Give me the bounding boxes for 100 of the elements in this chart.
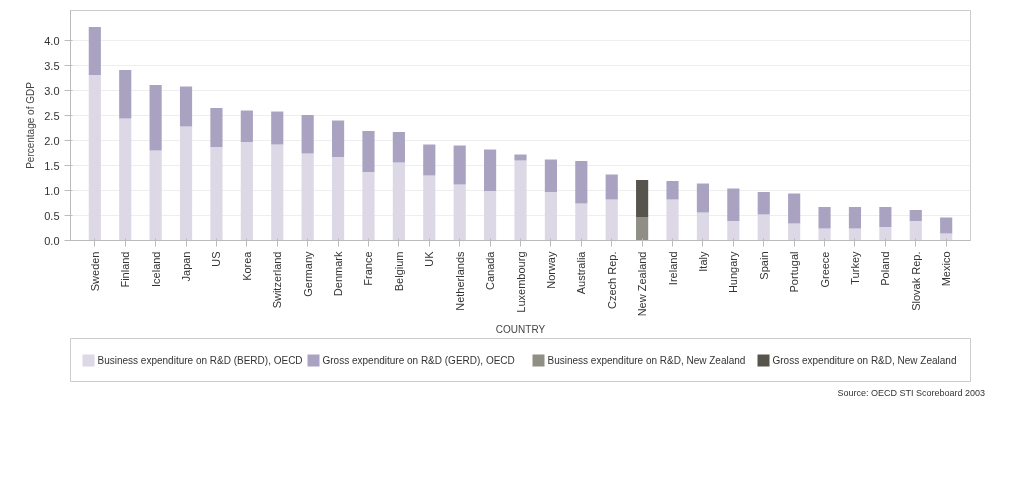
bar	[666, 181, 679, 200]
bar	[149, 150, 162, 241]
y-tick-label: 0.5	[44, 209, 60, 222]
bar	[271, 111, 284, 145]
bar	[119, 118, 132, 241]
y-tick-label: 0.0	[44, 234, 60, 247]
bar	[362, 131, 375, 172]
bar	[453, 184, 466, 241]
bar	[788, 193, 801, 224]
x-tick-label: Japan	[180, 251, 193, 282]
y-tick-label: 2.0	[44, 134, 60, 147]
x-tick-label: Turkey	[848, 251, 861, 285]
x-tick-label: Slovak Rep.	[909, 251, 922, 311]
bar	[423, 175, 436, 241]
y-tick-label: 4.0	[44, 34, 60, 47]
bar	[666, 199, 679, 241]
bar	[331, 120, 345, 157]
y-tick-label: 1.0	[44, 184, 60, 197]
x-tick-label: New Zealand	[636, 251, 649, 317]
x-tick-label: Greece	[818, 251, 831, 288]
x-axis-title: COUNTRY	[495, 324, 546, 336]
x-tick-label: Ireland	[666, 251, 679, 286]
legend-label: Business expenditure on R&D (BERD), OECD	[97, 355, 303, 366]
x-tick-label: Australia	[575, 250, 588, 295]
x-tick-label: Denmark	[332, 251, 345, 297]
x-tick-label: Norway	[544, 251, 557, 289]
bar	[301, 153, 314, 241]
x-tick-label: Korea	[240, 250, 253, 281]
bar	[879, 207, 892, 227]
x-tick-label: Iceland	[149, 251, 162, 287]
bar	[179, 86, 193, 127]
bar	[240, 142, 253, 241]
x-tick-label: Belgium	[392, 251, 405, 292]
bar	[575, 161, 588, 204]
bar	[788, 223, 801, 241]
y-axis-title: Percentage of GDP	[25, 81, 37, 169]
bar	[636, 217, 649, 241]
bar	[210, 108, 223, 147]
bar	[271, 144, 284, 241]
bar	[88, 75, 101, 241]
bar	[879, 227, 892, 241]
x-tick-label: Poland	[879, 251, 892, 286]
bar	[757, 192, 770, 215]
bar	[514, 160, 527, 241]
bar	[392, 132, 405, 163]
legend-label: Gross expenditure on R&D (GERD), OECD	[322, 355, 515, 366]
bar	[544, 192, 557, 241]
bar	[392, 162, 405, 241]
x-tick-label: Hungary	[727, 251, 740, 294]
x-tick-label: Mexico	[940, 251, 953, 287]
bar	[818, 228, 831, 241]
bar	[940, 217, 953, 234]
bar	[848, 207, 862, 229]
bar	[727, 221, 740, 241]
bar	[210, 147, 223, 241]
x-tick-label: Luxembourg	[514, 251, 527, 313]
bar	[484, 149, 497, 191]
bar	[453, 145, 466, 185]
x-tick-label: France	[362, 251, 375, 286]
bar	[119, 70, 132, 119]
bar	[575, 203, 588, 241]
x-tick-label: Portugal	[788, 251, 801, 293]
x-tick-label: Spain	[757, 251, 770, 280]
x-tick-label: Switzerland	[271, 251, 284, 309]
x-tick-label: UK	[423, 250, 436, 267]
legend-label: Gross expenditure on R&D, New Zealand	[772, 355, 957, 366]
y-tick-label: 2.5	[44, 109, 60, 122]
x-tick-label: Finland	[119, 251, 132, 288]
bar	[301, 115, 314, 154]
bar	[240, 110, 253, 142]
bar	[149, 85, 162, 151]
bar	[727, 188, 740, 221]
x-tick-label: Czech Rep.	[605, 251, 618, 309]
bar	[848, 228, 862, 241]
bar	[696, 212, 710, 241]
bar	[484, 191, 497, 241]
bar	[757, 214, 770, 241]
x-tick-label: Netherlands	[453, 251, 466, 311]
y-tick-label: 3.0	[44, 84, 60, 97]
x-tick-label: Sweden	[88, 251, 101, 292]
bar	[514, 154, 527, 161]
x-tick-label: US	[210, 251, 223, 267]
legend-label: Business expenditure on R&D, New Zealand	[547, 355, 746, 366]
bar	[636, 180, 649, 218]
bar	[909, 210, 922, 221]
x-tick-label: Italy	[696, 251, 709, 272]
y-tick-label: 3.5	[44, 59, 60, 72]
bar	[88, 27, 101, 75]
bar	[362, 172, 375, 241]
bar	[423, 144, 436, 176]
bar	[818, 207, 831, 229]
bar	[696, 183, 710, 213]
bar	[605, 174, 618, 200]
source-note: Source: OECD STI Scoreboard 2003	[837, 387, 985, 400]
x-tick-label: Germany	[301, 251, 314, 297]
bar	[179, 126, 193, 241]
bar	[544, 159, 557, 192]
x-tick-label: Canada	[484, 250, 497, 291]
bar	[331, 157, 345, 241]
bar	[605, 199, 618, 241]
